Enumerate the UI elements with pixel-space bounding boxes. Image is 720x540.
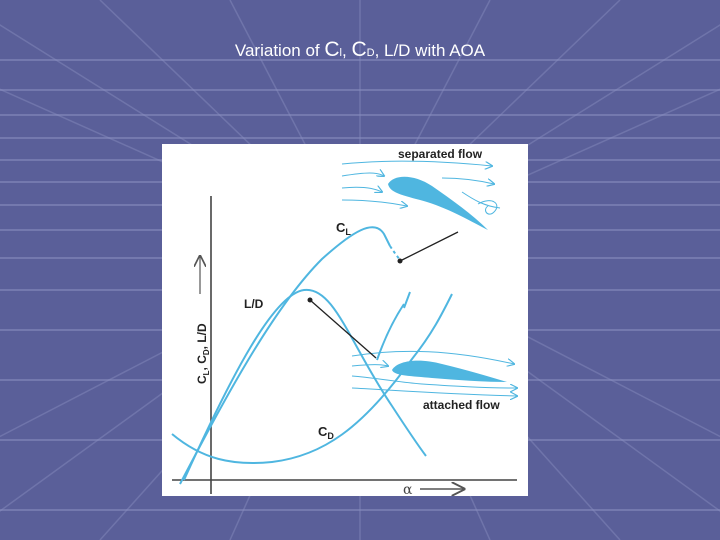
- title-suffix: , L/D with AOA: [374, 41, 486, 60]
- attached-flow-label: attached flow: [423, 398, 500, 412]
- cl-curve-dashed: [389, 245, 401, 261]
- ld-label: L/D: [244, 297, 264, 311]
- ld-curve: [183, 288, 427, 481]
- title-separator: ,: [341, 41, 352, 60]
- title-cd-symbol: C: [351, 38, 367, 61]
- cl-max-point: [397, 258, 403, 264]
- title-cl-symbol: C: [324, 38, 340, 61]
- slide-title: Variation of Cl, CD, L/D with AOA: [0, 38, 720, 62]
- ld-max-point: [307, 297, 313, 303]
- x-axis-label: α: [403, 482, 413, 496]
- cl-max-pointer: [399, 231, 459, 262]
- cd-curve: [171, 293, 453, 465]
- cl-curve: [179, 226, 391, 485]
- title-cd-subscript: D: [366, 47, 375, 59]
- attached-airfoil: [392, 360, 507, 382]
- title-cl-subscript: l: [339, 47, 342, 59]
- ld-max-pointer: [309, 299, 377, 359]
- cl-curve-tail: [376, 303, 405, 361]
- attached-flow-streamlines: [351, 350, 517, 396]
- aoa-diagram-svg: CL, CD, L/D α CL L/D CD separated flow a…: [171, 147, 528, 496]
- separated-flow-label: separated flow: [398, 147, 483, 161]
- aoa-diagram: CL, CD, L/D α CL L/D CD separated flow a…: [162, 144, 528, 496]
- y-axis-label: CL, CD, L/D: [195, 323, 211, 384]
- title-prefix: Variation of: [234, 41, 325, 60]
- cd-label: CD: [318, 424, 334, 441]
- cl-curve-post-stall: [403, 291, 411, 309]
- separated-airfoil: [388, 176, 488, 230]
- cl-label: CL: [336, 220, 351, 237]
- separated-flow-streamlines: [341, 160, 501, 215]
- svg-text:CL, CD, L/D: CL, CD, L/D: [195, 323, 211, 384]
